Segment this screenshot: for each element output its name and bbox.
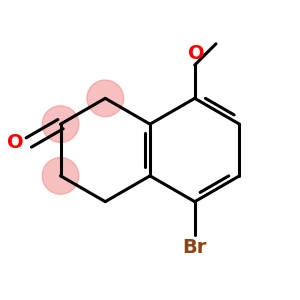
Text: O: O: [188, 44, 205, 63]
Text: Br: Br: [183, 238, 207, 257]
Circle shape: [42, 106, 79, 142]
Circle shape: [42, 158, 79, 194]
Circle shape: [87, 80, 124, 117]
Text: O: O: [7, 133, 24, 152]
